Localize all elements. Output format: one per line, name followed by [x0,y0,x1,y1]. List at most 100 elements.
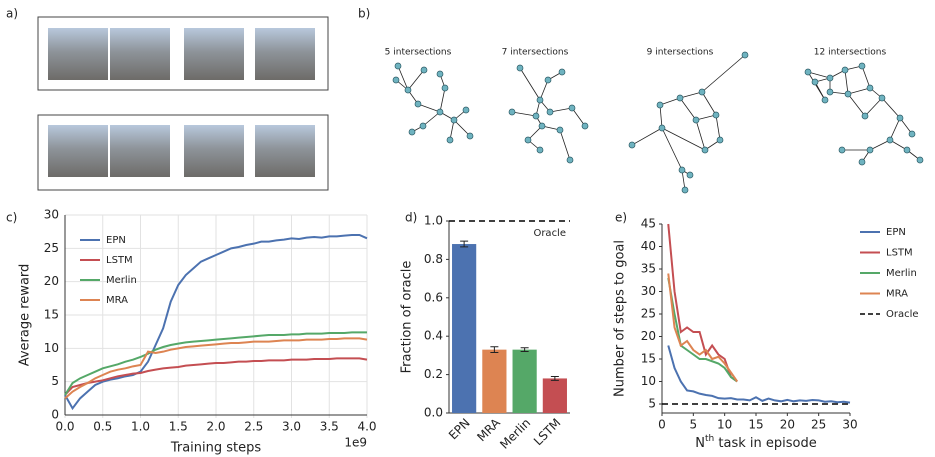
graph-node [392,76,400,84]
graph-edge [659,97,681,106]
reference-label: Oracle [533,228,566,239]
graph-node [414,100,422,108]
panel-label: a) [6,7,18,21]
graph-node [536,96,544,104]
graph-node [716,136,724,144]
graph-edge [571,107,586,127]
graph-node [556,126,564,134]
graph-edge [861,65,871,89]
y-axis-label: Number of steps to goal [613,240,628,397]
error-bar [550,376,559,381]
graph-edge [417,103,441,113]
graph-edge [659,104,663,129]
x-tick-label: Merlin [497,416,533,452]
legend-label: Merlin [886,268,917,279]
line [64,331,367,396]
x-tick-label: 15 [748,418,763,432]
x-offset-label: 1e9 [344,436,367,450]
graph-title: 5 intersections [385,48,452,58]
error-bar [490,346,499,354]
panel-label: d) [405,211,417,225]
graph-node [741,51,749,59]
graph-node [544,76,552,84]
graph-node [436,108,444,116]
graph-node [896,114,904,122]
x-tick-label: 5 [690,418,698,432]
graph-node [826,74,834,82]
graph-node [903,146,911,154]
panel-label: b) [358,7,370,21]
y-tick-label: 5 [648,397,656,411]
graph-node [546,108,554,116]
x-tick-label: 0.0 [55,420,74,434]
graph-node [656,101,664,109]
graph-node [804,68,812,76]
graph-edge [695,114,717,121]
graph-node [678,166,686,174]
graph-node [676,94,684,102]
x-tick-label: EPN [446,416,473,443]
legend-label: EPN [106,235,126,246]
bar [452,244,477,413]
graph-node [462,106,470,114]
graph-node [419,122,427,130]
thumbnail [48,125,108,177]
graph-edge [661,127,706,151]
graph-edge [511,111,537,117]
graph-node [516,64,524,72]
legend-label: MRA [106,295,128,306]
graph-node [436,70,444,78]
graph-node [821,96,829,104]
x-tick-label: 1.0 [131,420,150,434]
y-tick-label: 1.0 [424,214,443,228]
graph-node [886,136,894,144]
y-tick-label: 0.2 [424,367,443,381]
y-axis-label: Fraction of oracle [400,261,415,374]
y-tick-label: 25 [641,307,656,321]
graph-node [466,132,474,140]
graph-node [826,88,834,96]
x-tick-label: 4.0 [357,420,376,434]
graph-edge [397,65,409,91]
graph-node [536,146,544,154]
line [64,357,368,396]
graph-node [408,128,416,136]
graph-node [450,116,458,124]
graph-node [658,124,666,132]
graph-node [858,62,866,70]
graph-node [581,122,589,130]
graph-edge [407,69,425,91]
graph-node [844,90,852,98]
x-tick-label: 2.0 [206,420,225,434]
legend-label: LSTM [886,248,913,259]
line [667,273,739,383]
graph-edge [681,169,686,191]
x-tick-label: 2.5 [244,420,263,434]
panel-label: c) [6,211,17,225]
graph-edge [701,91,717,116]
thumbnail [255,28,315,80]
x-tick-label: LSTM [531,416,564,449]
graph-edge [864,97,883,117]
legend-label: MRA [886,289,908,300]
graph-edge [631,127,663,146]
graph-node [628,141,636,149]
graph-edge [807,71,826,101]
bar [482,349,507,413]
graph-edge [661,127,683,171]
graph-node [538,122,546,130]
graph-edge [847,87,871,95]
y-tick-label: 30 [44,208,59,222]
y-axis-label: Average reward [18,264,33,367]
x-tick-label: 30 [842,418,857,432]
thumbnail [184,125,244,177]
y-tick-label: 30 [641,284,656,298]
graph-edge [679,97,697,121]
graph-node [420,66,428,74]
graph-title: 7 intersections [502,48,569,58]
graph-node [394,62,402,70]
x-tick-label: 0 [658,418,666,432]
x-axis-label-part: N [695,436,705,451]
graph-edge [847,93,866,117]
